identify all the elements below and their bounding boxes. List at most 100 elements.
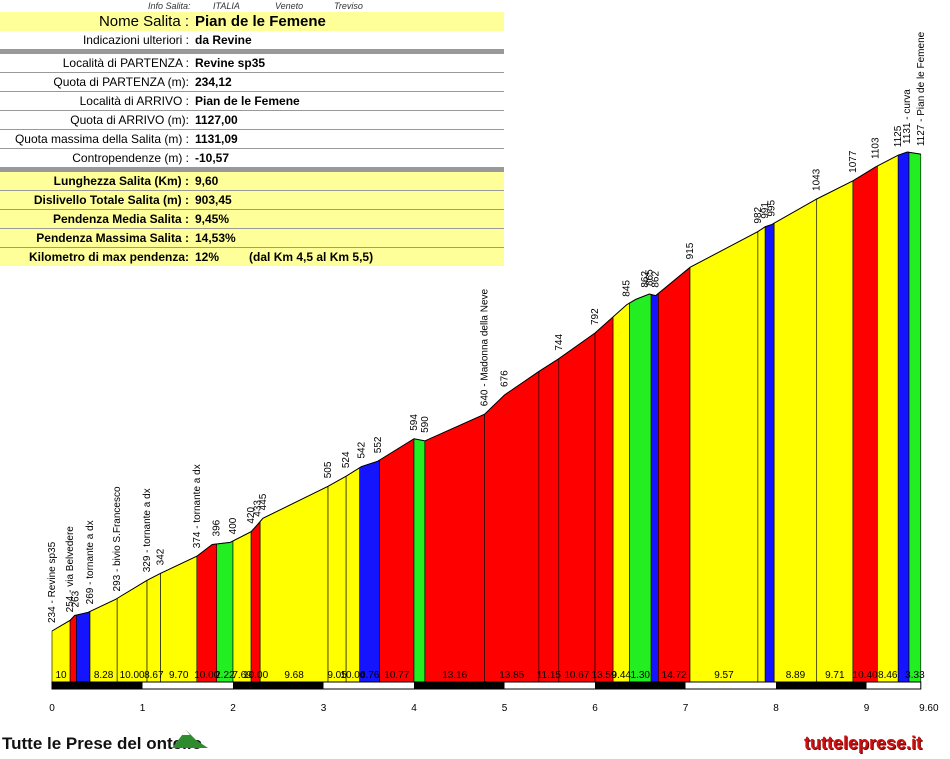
- x-tick-label: 3: [321, 703, 327, 714]
- title-label: Nome Salita :: [0, 12, 192, 31]
- elevation-label: 640 - Madonna della Neve: [480, 288, 491, 406]
- info-row-value: 234,12: [192, 72, 504, 92]
- segment-red: [484, 370, 540, 683]
- slope-label: 13.59: [592, 670, 617, 681]
- segment-blue: [650, 292, 659, 683]
- x-axis: 0 1 2 3 4 5 6 7 8 9 9.60: [49, 681, 939, 714]
- stat-row: Lunghezza Salita (Km) : 9,60: [0, 172, 504, 191]
- x-tick-label: 4: [411, 703, 417, 714]
- elevation-label: 792: [590, 308, 601, 325]
- elevation-label: 293 - bivio S.Francesco: [112, 486, 123, 591]
- elevation-label: 542: [357, 441, 368, 458]
- slope-label: 8.89: [786, 670, 806, 681]
- segment-yellow: [116, 579, 148, 683]
- segment-yellow: [612, 302, 630, 683]
- slope-label: 10.00: [340, 670, 365, 681]
- slope-label: 9.44: [612, 670, 632, 681]
- logo-text: Tutte le Prese del ontello: [2, 734, 202, 753]
- elevation-label: 254 - via Belvedere: [65, 526, 76, 613]
- slope-label: 9.68: [284, 670, 304, 681]
- elevation-label: 594: [409, 414, 420, 431]
- segment-red: [379, 438, 415, 683]
- segment-yellow: [773, 198, 818, 683]
- x-tick-label: 1: [140, 703, 146, 714]
- segment-red: [538, 358, 560, 683]
- slope-label: 3.33: [905, 670, 925, 681]
- site-link[interactable]: tutteleprese.it: [804, 733, 923, 753]
- segment-yellow: [757, 226, 766, 683]
- scale-bar-block: [595, 682, 686, 689]
- slope-label: 9.70: [169, 670, 189, 681]
- segment-yellow: [259, 485, 329, 683]
- elevation-label: 1103: [871, 137, 882, 159]
- info-row-label: Località di PARTENZA :: [0, 54, 192, 73]
- info-row: Contropendenze (m) : -10,57: [0, 148, 504, 168]
- segment-yellow: [232, 531, 252, 683]
- title-row: Nome Salita : Pian de le Femene: [0, 12, 504, 31]
- elevation-label: 374 - tornante a dx: [192, 464, 203, 548]
- slope-label: 8.28: [94, 670, 114, 681]
- stat-label: Dislivello Totale Salita (m) :: [0, 190, 192, 210]
- header-country: ITALIA: [213, 1, 240, 11]
- elevation-label: 234 - Revine sp35: [47, 541, 58, 623]
- stat-label: Pendenza Massima Salita :: [0, 228, 192, 248]
- stat-row: Pendenza Media Salita : 9,45%: [0, 209, 504, 229]
- elevation-label: 1077: [848, 150, 859, 173]
- x-tick-label: 8: [773, 703, 779, 714]
- stat-value: 14,53%: [192, 228, 504, 248]
- header-region: Veneto: [275, 1, 304, 11]
- segment-yellow: [345, 467, 360, 683]
- segment-blue: [76, 610, 91, 683]
- elevation-label: 995: [766, 200, 777, 217]
- segment-red: [594, 316, 614, 683]
- slope-label: 10.00: [243, 670, 268, 681]
- info-row: Località di PARTENZA : Revine sp35: [0, 54, 504, 73]
- segment-yellow: [689, 231, 759, 683]
- segment-yellow: [327, 475, 347, 683]
- scale-bar-block: [414, 682, 505, 689]
- stat-value: 903,45: [192, 190, 504, 210]
- info-row-value: 1127,00: [192, 110, 504, 130]
- segment-blue: [897, 151, 910, 683]
- slope-label: 10.00: [194, 670, 219, 681]
- segment-green: [413, 438, 426, 683]
- info-row-value: -10,57: [192, 148, 504, 168]
- x-tick-label: 5: [502, 703, 508, 714]
- segment-green: [629, 293, 652, 683]
- info-row: Località di ARRIVO : Pian de le Femene: [0, 91, 504, 111]
- info-header: Info Salita: ITALIA Veneto Treviso: [0, 0, 504, 12]
- elevation-label: 269 - tornante a dx: [85, 520, 96, 604]
- info-row: Indicazioni ulteriori : da Revine: [0, 31, 504, 50]
- stat-label: Kilometro di max pendenza:: [0, 247, 192, 266]
- elevation-label: 445: [258, 493, 269, 510]
- slope-label: 8.46: [878, 670, 898, 681]
- slope-label: 7.69: [232, 670, 252, 681]
- segment-yellow: [877, 154, 899, 683]
- info-row-label: Quota di ARRIVO (m):: [0, 110, 192, 130]
- info-row-label: Contropendenze (m) :: [0, 148, 192, 168]
- elevation-label: 1127 - Pian de le Femene: [916, 31, 927, 146]
- stat-value: 9,45%: [192, 209, 504, 229]
- header-label: Info Salita:: [148, 1, 191, 11]
- separator: [0, 49, 504, 54]
- info-row: Quota di ARRIVO (m): 1127,00: [0, 110, 504, 130]
- slope-label: 9.57: [714, 670, 734, 681]
- slope-label: 10.00: [120, 670, 145, 681]
- elevation-label: 982: [753, 206, 764, 223]
- elevation-label: 342: [156, 548, 167, 565]
- slope-label: 9.05: [327, 670, 347, 681]
- info-row-label: Quota massima della Salita (m) :: [0, 129, 192, 149]
- x-tick-label: 9: [864, 703, 870, 714]
- segment-yellow: [51, 619, 71, 683]
- info-row: Quota di PARTENZA (m): 234,12: [0, 72, 504, 92]
- stat-label: Lunghezza Salita (Km) :: [0, 172, 192, 191]
- elevation-label: 744: [554, 334, 565, 351]
- elevation-label: 676: [500, 370, 511, 387]
- slope-label: 10.40: [853, 670, 878, 681]
- elevation-label: 524: [341, 451, 352, 468]
- scale-bar: [51, 681, 922, 690]
- elevation-label: 845: [622, 280, 633, 297]
- stat-value: 9,60: [192, 172, 504, 191]
- segment-red: [658, 266, 691, 683]
- scale-bar-block: [776, 682, 867, 689]
